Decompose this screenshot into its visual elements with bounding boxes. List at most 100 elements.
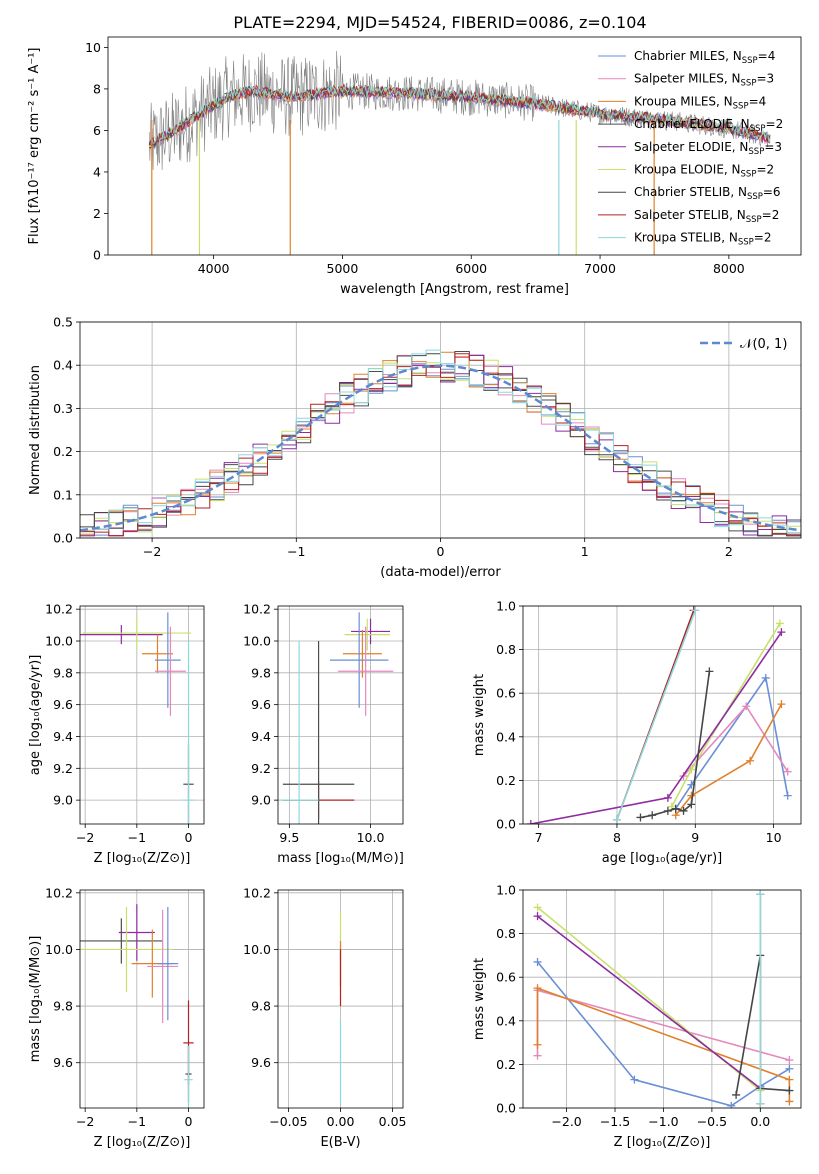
- mass-weight-vs-Z-plot-area: [533, 890, 794, 1108]
- spectrum-xlabel: wavelength [Angstrom, rest frame]: [340, 282, 569, 297]
- mass-weight-vs-age-xlabel: age [log₁₀(age/yr)]: [602, 851, 723, 866]
- mass-weight-vs-age-series-marker-5: [648, 811, 657, 820]
- chart-age-vs-Z: −2 −1 0 9.0 9.2 9.4 9.6 9.8 10.0 10.2 Z [log₁₀(Z/Z…: [28, 602, 205, 866]
- age-vs-Z-plot-area: [80, 612, 195, 824]
- spectrum-xtick-label: 4000: [198, 261, 230, 276]
- mass-weight-vs-Z-ytick-label: 0.4: [496, 1013, 516, 1028]
- mass-weight-vs-age-series-marker-2: [687, 791, 696, 800]
- mass-weight-vs-Z-series-marker-0: [727, 1101, 736, 1108]
- mass-vs-EBV-xtick-label: 0.00: [327, 1114, 355, 1129]
- chart-spectrum: 4000 5000 6000 7000 8000 0 2 4 6 8 10 wavelength [A…: [27, 36, 802, 297]
- mass-weight-vs-Z-series-marker-0: [785, 1064, 794, 1073]
- mass-weight-vs-Z-series-marker-2: [785, 1075, 794, 1084]
- age-vs-mass-ytick-label: 9.6: [251, 697, 271, 712]
- histogram-step-8: [80, 349, 801, 537]
- mass-vs-EBV-ytick-label: 9.8: [251, 999, 271, 1014]
- mass-weight-vs-Z-series-marker-1: [533, 1051, 542, 1060]
- mass-vs-Z-ylabel: mass [log₁₀(M/M⊙)]: [28, 936, 43, 1063]
- spectrum-ytick-label: 0: [93, 248, 101, 263]
- spectrum-xtick-label: 7000: [584, 261, 616, 276]
- residuals-ytick-label: 0.4: [53, 358, 73, 373]
- age-vs-Z-ytick-label: 9.0: [53, 793, 73, 808]
- mass-weight-vs-Z-ytick-label: 0.8: [496, 926, 516, 941]
- mass-weight-vs-age-ylabel: mass weight: [472, 674, 487, 756]
- age-vs-mass-xtick-label: 10.0: [357, 830, 385, 845]
- age-vs-Z-ytick-label: 10.2: [45, 602, 73, 617]
- age-vs-Z-ytick-label: 10.0: [45, 634, 73, 649]
- residuals-ytick-label: 0.2: [53, 444, 73, 459]
- mass-weight-vs-age-series-marker-2: [777, 700, 786, 709]
- mass-weight-vs-age-series-line-4: [530, 631, 783, 824]
- spectrum-xtick-label: 5000: [327, 261, 359, 276]
- residuals-plot-area: [80, 349, 801, 537]
- mass-vs-Z-ytick-label: 10.2: [45, 885, 73, 900]
- mass-weight-vs-Z-series-marker-3: [533, 903, 542, 912]
- mass-weight-vs-age-series-line-2: [675, 703, 783, 816]
- mass-weight-vs-age-xtick-label: 7: [535, 830, 543, 845]
- legend-label-2: Kroupa MILES, NSSP=4: [634, 94, 766, 111]
- mass-weight-vs-Z-xtick-label: −1.5: [600, 1114, 630, 1129]
- age-vs-mass-ytick-label: 9.8: [251, 665, 271, 680]
- age-vs-Z-ytick-label: 9.6: [53, 697, 73, 712]
- mass-weight-vs-age-series-marker-0: [761, 673, 770, 682]
- residuals-xlabel: (data-model)/error: [380, 565, 501, 580]
- mass-vs-EBV-ytick-label: 10.0: [243, 942, 271, 957]
- age-vs-Z-xtick-label: −1: [128, 830, 146, 845]
- residuals-ytick-label: 0.0: [53, 531, 73, 546]
- spectrum-plot-area: [148, 50, 771, 255]
- age-vs-mass-xtick-label: 9.5: [279, 830, 299, 845]
- mass-weight-vs-Z-series-marker-1: [785, 1056, 794, 1065]
- spectrum-frame: [107, 36, 802, 256]
- mass-vs-Z-plot-area: [80, 904, 194, 1108]
- age-vs-Z-ytick-label: 9.4: [53, 729, 73, 744]
- mass-weight-vs-age-series-line-3: [671, 622, 781, 807]
- mass-weight-vs-Z-ytick-label: 1.0: [496, 883, 516, 898]
- legend-label-4: Salpeter ELODIE, NSSP=3: [634, 140, 782, 157]
- chart-residuals: −2 −1 0 1 2 0.0 0.1 0.2 0.3 0.4 0.5 (data-model)/er…: [28, 315, 802, 580]
- age-vs-mass-ytick-label: 10.2: [243, 602, 271, 617]
- age-vs-mass-ytick-label: 10.0: [243, 634, 271, 649]
- mass-weight-vs-age-frame: [522, 605, 802, 825]
- mass-vs-Z-xlabel: Z [log₁₀(Z/Z⊙)]: [94, 1135, 191, 1150]
- mass-weight-vs-Z-series-marker-2: [533, 1040, 542, 1049]
- spectrum-ytick-label: 10: [85, 40, 101, 55]
- mass-weight-vs-age-ytick-label: 0.0: [496, 817, 516, 832]
- mass-weight-vs-Z-xtick-label: −0.5: [697, 1114, 727, 1129]
- mass-vs-EBV-ytick-label: 9.6: [251, 1055, 271, 1070]
- age-vs-Z-xtick-label: 0: [185, 830, 193, 845]
- chart-mass-vs-Z: −2 −1 0 9.6 9.8 10.0 10.2 Z [log₁₀(Z/Z⊙)] mass […: [28, 885, 205, 1150]
- age-vs-Z-xlabel: Z [log₁₀(Z/Z⊙)]: [94, 851, 191, 866]
- age-vs-Z-ytick-label: 9.8: [53, 665, 73, 680]
- model-line-8: [148, 82, 771, 144]
- mass-vs-Z-xtick-label: −2: [76, 1114, 94, 1129]
- mass-weight-vs-Z-series-marker-2: [533, 984, 542, 993]
- mass-weight-vs-age-series-marker-5: [705, 667, 714, 676]
- residuals-ytick-label: 0.1: [53, 487, 73, 502]
- legend-label-5: Kroupa ELODIE, NSSP=2: [634, 163, 774, 180]
- age-vs-Z-frame: [79, 605, 205, 825]
- legend-label-7: Salpeter STELIB, NSSP=2: [634, 208, 779, 225]
- spectrum-ytick-label: 2: [93, 206, 101, 221]
- age-vs-mass-ytick-label: 9.2: [251, 761, 271, 776]
- mass-weight-vs-age-series-marker-7: [612, 815, 621, 824]
- spectrum-ylabel: Flux [fλ10⁻¹⁷ erg cm⁻² s⁻¹ A⁻¹]: [27, 48, 42, 245]
- residuals-xtick-label: −2: [143, 544, 161, 559]
- mass-weight-vs-age-series-marker-4: [526, 820, 535, 824]
- mass-vs-Z-xtick-label: 0: [185, 1114, 193, 1129]
- mass-weight-vs-age-series-marker-1: [742, 702, 751, 711]
- age-vs-mass-frame: [277, 605, 404, 825]
- mass-weight-vs-age-series-marker-4: [663, 793, 672, 802]
- age-vs-mass-ytick-label: 9.0: [251, 793, 271, 808]
- mass-weight-vs-age-series-marker-3: [775, 619, 784, 628]
- mass-weight-vs-age-series-line-7: [616, 610, 697, 820]
- age-vs-mass-ytick-label: 9.4: [251, 729, 271, 744]
- residuals-xtick-label: 1: [581, 544, 589, 559]
- mass-weight-vs-age-plot-area: [526, 606, 792, 824]
- age-vs-Z-xtick-label: −2: [76, 830, 94, 845]
- mass-vs-Z-ytick-label: 9.8: [53, 999, 73, 1014]
- spectrum-xtick-label: 8000: [713, 261, 745, 276]
- mass-weight-vs-Z-xtick-label: −2.0: [551, 1114, 581, 1129]
- mass-weight-vs-Z-series-marker-7: [756, 1099, 765, 1108]
- mass-weight-vs-age-xtick-label: 9: [691, 830, 699, 845]
